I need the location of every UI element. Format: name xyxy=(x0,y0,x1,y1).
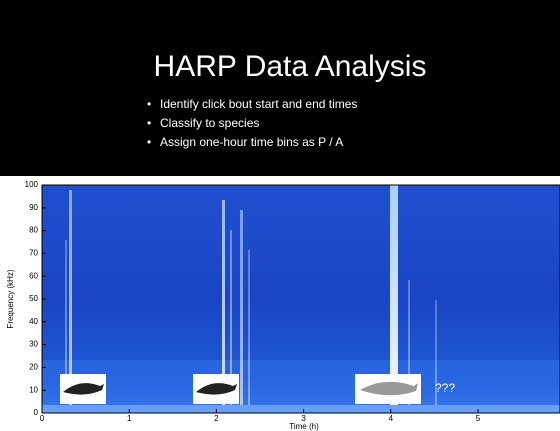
bullet-marker: • xyxy=(147,97,151,111)
y-tick-label: 0 xyxy=(34,408,39,417)
y-tick-label: 70 xyxy=(29,249,38,258)
x-tick-label: 2 xyxy=(214,414,219,423)
y-axis-label: Frequency (kHz) xyxy=(6,269,15,328)
low-band xyxy=(42,405,560,413)
y-tick-label: 30 xyxy=(29,340,38,349)
bullet-list: • Identify click bout start and end times… xyxy=(147,97,357,149)
y-tick-label: 20 xyxy=(29,363,38,372)
x-tick-label: 1 xyxy=(127,414,132,423)
y-tick-label: 100 xyxy=(25,180,39,189)
x-tick-label: 5 xyxy=(476,414,481,423)
y-tick-label: 40 xyxy=(29,317,38,326)
title: HARP Data Analysis xyxy=(154,50,427,83)
annotation: ??? xyxy=(435,381,455,395)
bullet-text: Classify to species xyxy=(160,116,259,130)
x-tick-label: 3 xyxy=(301,414,306,423)
x-tick-label: 4 xyxy=(389,414,394,423)
click-streaks xyxy=(65,185,437,405)
y-tick-label: 50 xyxy=(29,294,38,303)
header-bg xyxy=(0,0,560,176)
y-tick-label: 10 xyxy=(29,385,38,394)
y-tick-label: 60 xyxy=(29,271,38,280)
dolphin-icon xyxy=(355,374,421,404)
low-band xyxy=(42,360,560,400)
x-tick-label: 0 xyxy=(40,414,45,423)
bullet-text: Identify click bout start and end times xyxy=(160,97,357,111)
y-tick-label: 90 xyxy=(29,203,38,212)
bullet-text: Assign one-hour time bins as P / A xyxy=(160,135,343,149)
dolphin-icon xyxy=(193,374,239,404)
dolphin-icon xyxy=(60,374,106,404)
y-tick-label: 80 xyxy=(29,226,38,235)
x-axis-label: Time (h) xyxy=(289,422,319,431)
bullet-marker: • xyxy=(147,116,151,130)
bullet-marker: • xyxy=(147,135,151,149)
